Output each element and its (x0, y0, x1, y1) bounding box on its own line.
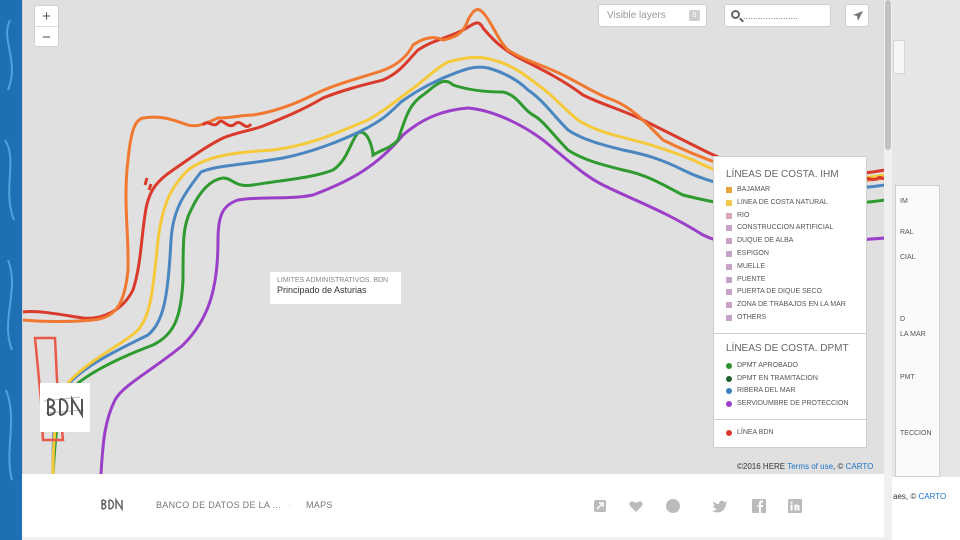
legend-swatch (726, 430, 732, 436)
zoom-control: + − (34, 5, 59, 47)
locate-button[interactable] (845, 4, 869, 27)
legend-swatch (726, 276, 732, 283)
legend-swatch (726, 400, 732, 407)
bdn-logo-icon (43, 395, 85, 419)
background-attribution: aes, © CARTO (893, 492, 946, 501)
visible-layers-button[interactable]: Visible layers 5 (598, 4, 707, 27)
bdn-footer-logo-icon[interactable] (100, 496, 124, 512)
footer-separator: · (288, 500, 291, 510)
zoom-out-button[interactable]: − (42, 29, 51, 46)
legend-item-label: LÍNEA BDN (737, 429, 774, 436)
linkedin-icon[interactable] (787, 498, 803, 514)
search-box[interactable] (724, 4, 831, 27)
legend-swatch (726, 315, 732, 321)
legend-item-label: DUQUE DE ALBA (737, 237, 794, 245)
legend-swatch (726, 375, 732, 382)
heart-icon[interactable] (628, 498, 644, 514)
line-bdn-detail (143, 177, 153, 191)
legend-divider (714, 333, 866, 334)
legend-item-label: SERVIDUMBRE DE PROTECCION (737, 399, 849, 407)
bdn-logo (40, 383, 90, 432)
line-bdn[interactable] (23, 21, 884, 320)
tooltip-value: Principado de Asturias (277, 285, 367, 295)
legend-item-label: MUELLE (737, 262, 766, 270)
legend-swatch (726, 289, 732, 296)
visible-layers-count-badge: 5 (689, 10, 700, 21)
legend-item-label: DPMT EN TRAMITACION (737, 374, 818, 382)
legend-swatch (726, 388, 732, 395)
fragment-text: IM (900, 198, 908, 205)
carto-link[interactable]: CARTO (918, 492, 947, 501)
legend-swatch (726, 238, 732, 245)
background-footer (884, 477, 960, 540)
visible-layers-label: Visible layers (607, 10, 666, 21)
coastline-layers (23, 8, 884, 474)
map-attribution: ©2016 HERE Terms of use, © CARTO (737, 462, 873, 471)
twitter-icon[interactable] (712, 498, 728, 514)
tooltip-layer-name: LIMITES ADMINISTRATIVOS. BDN (277, 277, 389, 284)
legend-swatch (726, 251, 732, 257)
fragment-text: LA MAR (900, 331, 926, 338)
legend-item-label: OTHERS (737, 314, 767, 321)
footer-maps-link[interactable]: MAPS (306, 500, 333, 510)
facebook-icon[interactable] (751, 498, 767, 514)
legend-item-label: ZONA DE TRABAJOS EN LA MAR (737, 301, 846, 309)
feature-tooltip: LIMITES ADMINISTRATIVOS. BDN Principado … (270, 272, 401, 304)
navigate-arrow-icon (853, 11, 863, 21)
legend-title-dpmt: LÍNEAS DE COSTA. DPMT (726, 343, 849, 354)
legend-item-label: PUERTA DE DIQUE SECO (737, 288, 822, 296)
terms-of-use-link[interactable]: Terms of use (787, 462, 834, 471)
line-bdn-detail (862, 175, 884, 182)
search-input[interactable] (743, 8, 827, 23)
attribution-sep: , © (833, 462, 846, 471)
fragment-text: RAL (900, 229, 914, 236)
page-footer: BANCO DE DATOS DE LA ... · MAPS (22, 474, 884, 540)
legend-item-label: PUENTE (737, 275, 766, 283)
legend-item-label: LINEA DE COSTA NATURAL (737, 198, 828, 206)
line-dpmt[interactable] (51, 79, 884, 474)
legend-swatch (726, 187, 732, 193)
legend-item-label: ESPIGON (737, 250, 769, 257)
share-icon[interactable] (592, 498, 608, 514)
legend-swatch (726, 225, 732, 232)
search-icon (731, 10, 740, 19)
footer-bottom-border (22, 537, 884, 540)
legend-swatch (726, 363, 732, 369)
legend-item-label: RIO (737, 211, 750, 219)
line-bdn-detail (201, 119, 253, 128)
line-servidumbre-proteccion[interactable] (99, 106, 884, 474)
background-legend-fragment: IM RAL CIAL D LA MAR PMT TECCION (895, 185, 940, 477)
background-button (893, 40, 905, 74)
line-ribera-del-mar[interactable] (51, 65, 884, 474)
fragment-text: PMT (900, 374, 915, 381)
footer-bank-link[interactable]: BANCO DE DATOS DE LA ... (156, 500, 281, 510)
legend-swatch (726, 199, 732, 206)
attribution-text: ©2016 HERE (737, 462, 788, 471)
comment-icon[interactable] (665, 498, 681, 514)
map-legend: LÍNEAS DE COSTA. IHM BAJAMAR LINEA DE COS… (713, 156, 867, 448)
legend-item-label: DPMT APROBADO (737, 362, 798, 369)
carto-link[interactable]: CARTO (845, 462, 874, 471)
page-scrollbar[interactable] (884, 0, 892, 540)
line-costa-natural[interactable] (51, 55, 884, 474)
background-left-strip (0, 0, 22, 540)
decorative-pattern (4, 19, 15, 481)
fragment-text: TECCION (900, 430, 932, 437)
legend-item-label: RIBERA DEL MAR (737, 387, 796, 395)
legend-item-label: BAJAMAR (737, 186, 771, 193)
legend-swatch (726, 212, 732, 219)
fragment-text: D (900, 316, 906, 323)
legend-divider (714, 419, 866, 420)
legend-swatch (726, 263, 732, 270)
legend-swatch (726, 302, 732, 309)
zoom-in-button[interactable]: + (35, 6, 58, 27)
fragment-text: CIAL (900, 254, 916, 261)
line-bajamar[interactable] (23, 8, 884, 323)
attribution-text: aes, © (893, 492, 919, 501)
legend-title-ihm: LÍNEAS DE COSTA. IHM (726, 169, 839, 180)
legend-item-label: CONSTRUCCION ARTIFICIAL (737, 224, 834, 232)
scrollbar-thumb[interactable] (885, 0, 891, 150)
